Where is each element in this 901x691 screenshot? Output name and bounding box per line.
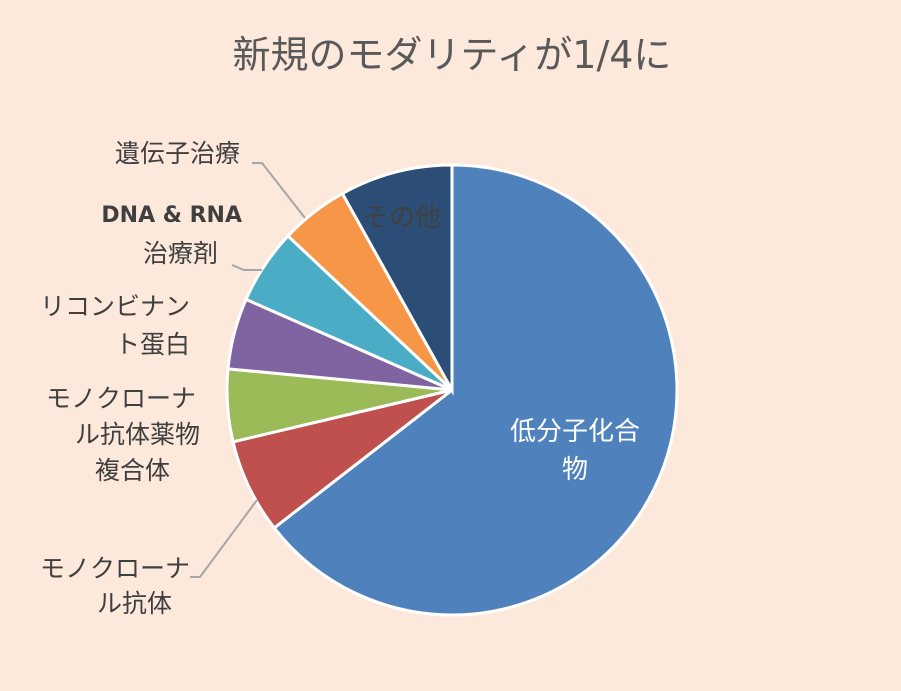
slice-label-4: DNA & RNA 治療剤 bbox=[101, 203, 242, 268]
slice-label-4-line-1: 治療剤 bbox=[143, 239, 218, 268]
slice-label-3-line-1: ト蛋白 bbox=[115, 330, 190, 359]
leader-line-5 bbox=[252, 162, 306, 219]
slice-label-2-line-2: 複合体 bbox=[95, 456, 170, 485]
slice-label-2-line-1: ル抗体薬物 bbox=[75, 420, 200, 449]
slice-label-1-line-1: ル抗体 bbox=[97, 589, 172, 618]
chart-title: 新規のモダリティが1/4に bbox=[233, 33, 672, 77]
slice-label-3-line-0: リコンビナン bbox=[40, 292, 190, 321]
slice-label-6: その他 bbox=[363, 203, 441, 233]
pie-slice-0 bbox=[272, 163, 679, 617]
slice-label-5: 遺伝子治療 bbox=[115, 139, 240, 168]
pie-slices bbox=[225, 163, 679, 617]
slice-label-5-line-0: 遺伝子治療 bbox=[115, 139, 240, 168]
slice-label-2-line-0: モノクローナ bbox=[46, 384, 196, 413]
leader-lines bbox=[190, 162, 306, 578]
slice-label-0-line-1: 物 bbox=[562, 455, 588, 485]
slice-labels: 低分子化合物モノクローナル抗体モノクローナル抗体薬物複合体リコンビナント蛋白DN… bbox=[40, 139, 640, 618]
slice-label-6-line-0: その他 bbox=[363, 203, 441, 233]
pie-slice-6 bbox=[340, 163, 454, 396]
leader-line-1 bbox=[190, 499, 258, 578]
slice-label-0-line-0: 低分子化合 bbox=[510, 417, 640, 447]
slice-label-1-line-0: モノクローナ bbox=[40, 554, 190, 583]
slice-label-4-line-0: DNA & RNA bbox=[101, 203, 242, 228]
leader-line-4 bbox=[231, 264, 262, 271]
